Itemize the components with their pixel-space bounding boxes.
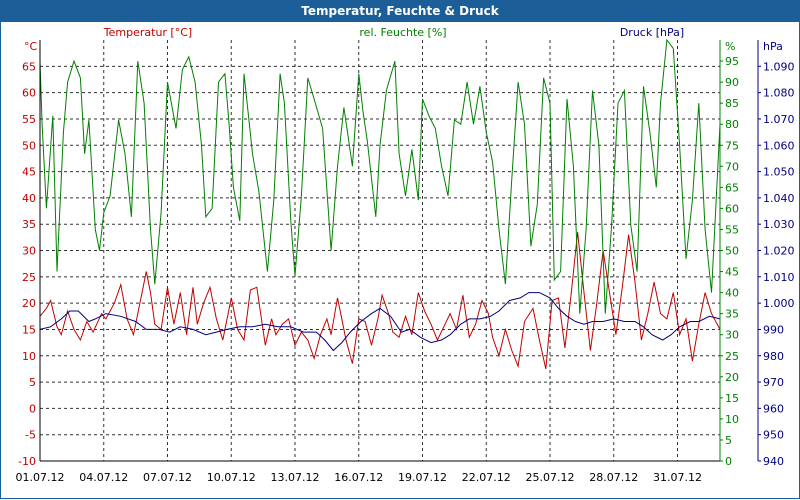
x-tick-label: 10.07.12: [207, 471, 256, 484]
humidity-axis-title: rel. Feuchte [%]: [359, 26, 446, 39]
temperature-tick-label: 65: [22, 60, 36, 73]
axes: [39, 40, 761, 462]
pressure-tick-label: 990: [763, 323, 784, 336]
temperature-tick-label: 35: [22, 218, 36, 231]
humidity-tick-label: 60: [725, 202, 739, 215]
humidity-tick-label: 25: [725, 350, 739, 363]
pressure-tick-label: 1.000: [763, 297, 795, 310]
temperature-tick-label: 40: [22, 192, 36, 205]
x-tick-label: 28.07.12: [589, 471, 638, 484]
humidity-unit: %: [725, 40, 735, 53]
pressure-tick-label: 1.070: [763, 113, 795, 126]
x-tick-label: 19.07.12: [398, 471, 447, 484]
pressure-tick-label: 1.030: [763, 218, 795, 231]
pressure-axis-title: Druck [hPa]: [620, 26, 684, 39]
pressure-tick-label: 1.080: [763, 87, 795, 100]
x-tick-label: 01.07.12: [16, 471, 65, 484]
series-line-pressure: [39, 292, 721, 352]
humidity-tick-label: 80: [725, 118, 739, 131]
temperature-tick-label: 20: [22, 297, 36, 310]
humidity-tick-label: 70: [725, 160, 739, 173]
x-tick-label: 04.07.12: [79, 471, 128, 484]
humidity-tick-label: 75: [725, 139, 739, 152]
temperature-axis-title: Temperatur [°C]: [103, 26, 192, 39]
humidity-tick-label: 15: [725, 392, 739, 405]
humidity-tick-label: 0: [725, 455, 732, 468]
tick-labels: -10 -5 0 5 10 15 20 25 30 35 40 45 50 55 60 65 0 5 10 15 20 2…: [16, 55, 795, 484]
humidity-tick-label: 50: [725, 245, 739, 258]
pressure-tick-label: 1.090: [763, 60, 795, 73]
pressure-tick-label: 1.010: [763, 271, 795, 284]
x-tick-label: 25.07.12: [526, 471, 575, 484]
x-tick-label: 22.07.12: [462, 471, 511, 484]
humidity-tick-label: 10: [725, 413, 739, 426]
temperature-tick-label: 50: [22, 139, 36, 152]
humidity-tick-label: 30: [725, 329, 739, 342]
temperature-tick-label: 45: [22, 166, 36, 179]
temperature-tick-label: 10: [22, 350, 36, 363]
temperature-tick-label: 55: [22, 113, 36, 126]
humidity-tick-label: 40: [725, 287, 739, 300]
temperature-tick-label: 25: [22, 271, 36, 284]
temperature-tick-label: 0: [29, 402, 36, 415]
humidity-tick-label: 90: [725, 76, 739, 89]
temperature-tick-label: -5: [25, 429, 36, 442]
pressure-tick-label: 960: [763, 402, 784, 415]
x-tick-label: 16.07.12: [334, 471, 383, 484]
pressure-tick-label: 1.050: [763, 166, 795, 179]
humidity-tick-label: 5: [725, 434, 732, 447]
humidity-tick-label: 95: [725, 55, 739, 68]
x-tick-label: 31.07.12: [653, 471, 702, 484]
humidity-tick-label: 55: [725, 223, 739, 236]
temperature-unit: °C: [24, 40, 38, 53]
series-lines: [39, 38, 721, 370]
pressure-tick-label: 970: [763, 376, 784, 389]
x-tick-label: 13.07.12: [271, 471, 320, 484]
window-title: Temperatur, Feuchte & Druck: [0, 0, 800, 22]
temperature-tick-label: -10: [18, 455, 36, 468]
temperature-tick-label: 15: [22, 323, 36, 336]
humidity-tick-label: 20: [725, 371, 739, 384]
humidity-tick-label: 35: [725, 308, 739, 321]
series-line-temperature: [39, 232, 721, 370]
temperature-tick-label: 30: [22, 245, 36, 258]
pressure-tick-label: 1.040: [763, 192, 795, 205]
pressure-tick-label: 1.020: [763, 245, 795, 258]
series-line-humidity: [39, 38, 721, 314]
temperature-tick-label: 5: [29, 376, 36, 389]
pressure-tick-label: 980: [763, 350, 784, 363]
humidity-tick-label: 85: [725, 97, 739, 110]
pressure-tick-label: 940: [763, 455, 784, 468]
pressure-tick-label: 950: [763, 429, 784, 442]
pressure-unit: hPa: [763, 40, 783, 53]
temperature-tick-label: 60: [22, 87, 36, 100]
x-tick-label: 07.07.12: [143, 471, 192, 484]
humidity-tick-label: 45: [725, 266, 739, 279]
humidity-tick-label: 65: [725, 181, 739, 194]
pressure-tick-label: 1.060: [763, 139, 795, 152]
